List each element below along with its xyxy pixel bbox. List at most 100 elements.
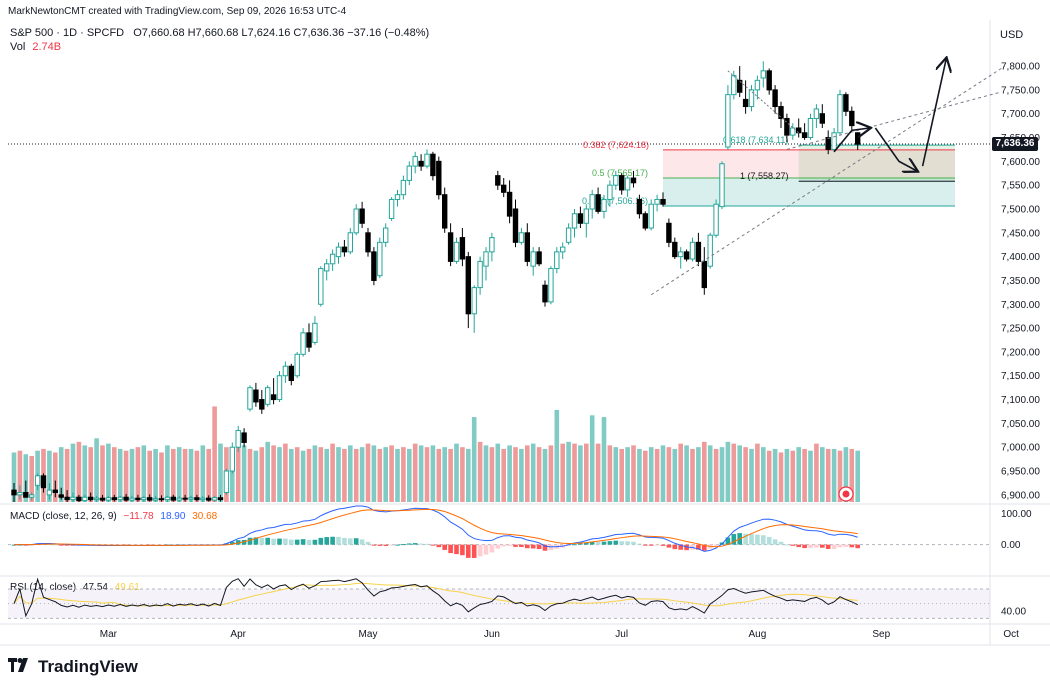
volume-bar bbox=[153, 448, 158, 502]
macd-histogram-bar bbox=[395, 544, 400, 546]
macd-histogram-bar bbox=[572, 544, 577, 546]
macd-histogram-bar bbox=[837, 544, 843, 548]
candle-body bbox=[23, 491, 29, 498]
macd-hist-value: −11.78 bbox=[123, 511, 154, 522]
volume-bar bbox=[678, 443, 683, 502]
volume-bar bbox=[731, 443, 737, 502]
candle-body bbox=[772, 89, 778, 108]
volume-bar bbox=[241, 445, 247, 502]
date-tick-label: May bbox=[359, 629, 378, 640]
volume-bar bbox=[106, 443, 111, 502]
macd-histogram-bar bbox=[466, 544, 471, 558]
volume-bar bbox=[76, 441, 82, 502]
rsi-line bbox=[13, 577, 858, 618]
volume-bar bbox=[578, 445, 583, 502]
volume-bar bbox=[790, 450, 796, 502]
macd-histogram-bar bbox=[253, 537, 259, 545]
trendline-dashed-upper bbox=[786, 91, 1001, 150]
macd-histogram-bar bbox=[271, 538, 276, 545]
candle-body bbox=[223, 470, 230, 493]
volume-bar bbox=[501, 448, 506, 502]
volume-bar bbox=[796, 447, 801, 502]
macd-histogram-bar bbox=[483, 544, 489, 555]
candle-body bbox=[495, 175, 501, 186]
macd-histogram-bar bbox=[542, 544, 548, 551]
candle-body bbox=[855, 132, 861, 145]
macd-signal-value: 30.68 bbox=[192, 511, 218, 522]
macd-histogram-bar bbox=[436, 544, 442, 548]
macd-histogram-bar bbox=[407, 543, 412, 545]
candle-body bbox=[831, 132, 837, 150]
volume-bar bbox=[619, 448, 624, 502]
candle-body bbox=[707, 234, 713, 267]
fib-extension-zone bbox=[798, 145, 955, 182]
volume-bar bbox=[176, 447, 182, 502]
macd-histogram-bar bbox=[660, 544, 666, 546]
macd-histogram-bar bbox=[772, 539, 778, 545]
macd-histogram-bar bbox=[743, 533, 748, 545]
volume-bar bbox=[294, 447, 300, 502]
volume-bar bbox=[377, 448, 383, 502]
rsi-band bbox=[8, 589, 990, 619]
volume-bar bbox=[637, 448, 642, 502]
price-tick-label: 7,250.00 bbox=[1001, 324, 1040, 335]
volume-bar bbox=[725, 441, 731, 502]
volume-bar bbox=[466, 448, 471, 502]
candle-body bbox=[807, 117, 814, 139]
volume-bar bbox=[542, 448, 548, 502]
candle-body bbox=[76, 496, 82, 502]
macd-histogram-bar bbox=[265, 537, 270, 545]
macd-histogram-bar bbox=[519, 544, 524, 548]
candle-body bbox=[388, 198, 395, 220]
rsi-legend: RSI (14, close) 47.54 49.61 bbox=[10, 582, 140, 593]
candle-body bbox=[82, 496, 88, 502]
fib-level-label: 0.618 (7,634.11) bbox=[723, 135, 788, 145]
macd-histogram-bar bbox=[654, 544, 660, 546]
macd-histogram-bar bbox=[53, 544, 58, 546]
macd-histogram-bar bbox=[507, 544, 512, 547]
candle-body bbox=[123, 496, 129, 501]
macd-histogram-bar bbox=[365, 541, 371, 545]
macd-histogram-bar bbox=[766, 536, 772, 545]
volume-bar bbox=[218, 443, 223, 502]
price-tick-label: 7,500.00 bbox=[1001, 204, 1040, 215]
candle-body bbox=[790, 127, 796, 136]
volume-bar bbox=[560, 443, 565, 502]
candle-body bbox=[742, 98, 749, 108]
candle-body bbox=[642, 213, 648, 229]
volume-bar bbox=[477, 441, 483, 502]
candle-body bbox=[607, 184, 613, 200]
currency-label[interactable]: USD bbox=[1000, 29, 1024, 41]
candle-body bbox=[748, 89, 755, 108]
candle-body bbox=[654, 198, 660, 205]
volume-bar bbox=[808, 450, 813, 502]
candle-body bbox=[666, 222, 672, 243]
candle-body bbox=[412, 156, 418, 167]
candle-body bbox=[40, 475, 47, 489]
candle-body bbox=[129, 497, 135, 501]
volume-bar bbox=[117, 448, 123, 502]
candle-body bbox=[93, 497, 100, 501]
candle-body bbox=[217, 497, 224, 501]
candle-body bbox=[825, 137, 831, 150]
macd-histogram-bar bbox=[808, 544, 813, 548]
macd-legend: MACD (close, 12, 26, 9) −11.78 18.90 30.… bbox=[10, 511, 217, 522]
macd-histogram-bar bbox=[412, 543, 418, 545]
volume-legend: Vol 2.74B bbox=[10, 41, 61, 53]
candle-body bbox=[436, 160, 442, 196]
legend-row: S&P 500 · 1D · SPCFD O7,660.68 H7,660.68… bbox=[10, 27, 429, 39]
candle-body bbox=[583, 208, 589, 224]
tradingview-logo[interactable]: TradingView bbox=[8, 656, 138, 677]
candle-body bbox=[725, 94, 731, 148]
volume-bar bbox=[200, 445, 206, 502]
candle-body bbox=[406, 165, 413, 181]
macd-histogram-bar bbox=[342, 537, 347, 545]
candle-body bbox=[117, 496, 123, 501]
macd-histogram-bar bbox=[230, 541, 235, 545]
price-tick-label: 7,100.00 bbox=[1001, 395, 1040, 406]
volume-bar bbox=[17, 450, 23, 502]
macd-histogram-bar bbox=[849, 544, 855, 548]
volume-bar bbox=[660, 445, 666, 502]
volume-bar bbox=[648, 447, 654, 502]
